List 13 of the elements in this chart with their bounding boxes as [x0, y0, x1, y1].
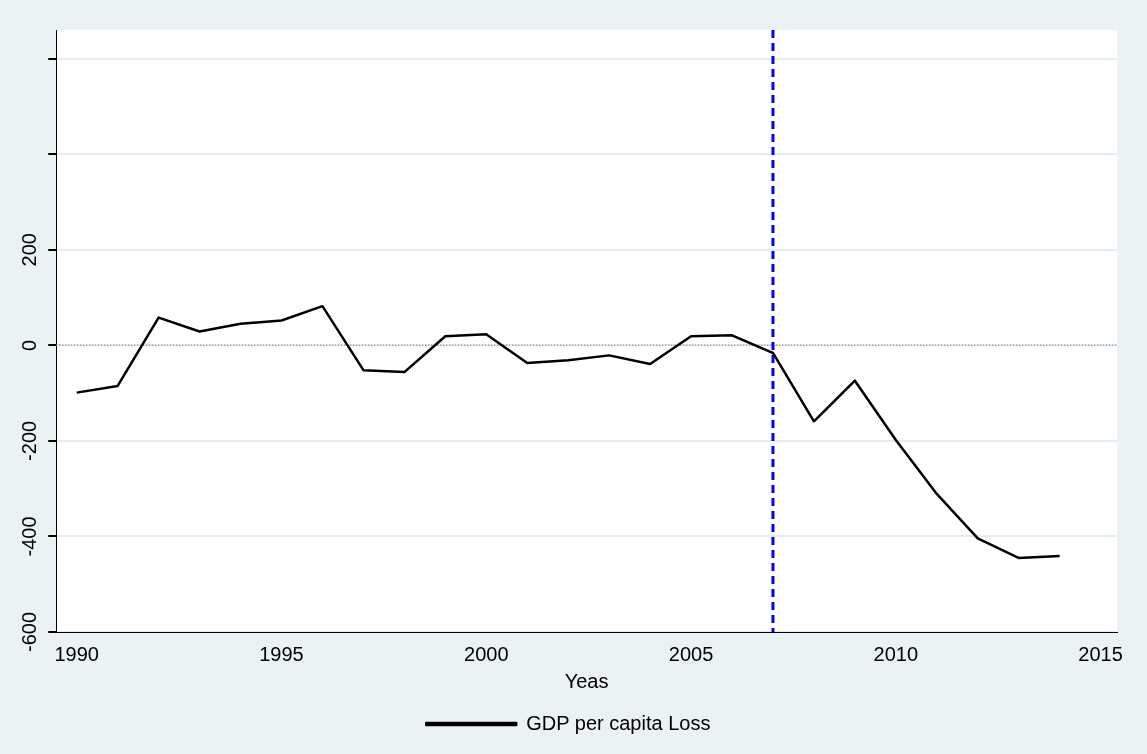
x-axis-title: Yeas	[564, 669, 609, 692]
y-tick-label: -600	[17, 611, 40, 653]
y-tick-label: -400	[17, 516, 40, 557]
y-tick-label: -200	[17, 420, 40, 461]
legend-label: GDP per capita Loss	[526, 711, 711, 734]
x-tick-label: 2000	[464, 642, 509, 665]
x-tick-label: 2005	[668, 642, 714, 665]
y-tick-label: 200	[17, 233, 40, 267]
y-tick-label: 0	[17, 339, 40, 351]
x-tick-label: 1990	[54, 642, 99, 665]
x-tick-label: 2015	[1078, 642, 1123, 665]
x-tick-label: 1995	[259, 642, 304, 665]
x-tick-label: 2010	[873, 642, 919, 665]
